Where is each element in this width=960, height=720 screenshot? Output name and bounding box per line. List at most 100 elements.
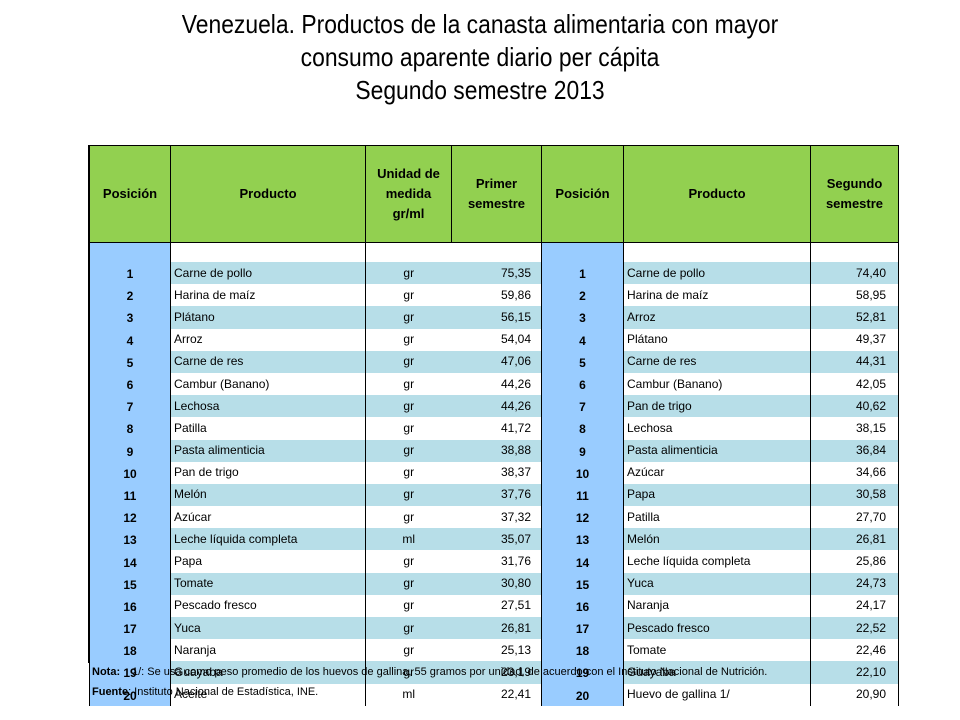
product-cell: Cambur (Banano) bbox=[623, 372, 811, 396]
position-cell: 2 bbox=[541, 284, 624, 307]
product-cell: Lechosa bbox=[623, 417, 811, 440]
first-semester-value: 41,72 bbox=[451, 417, 542, 440]
table-row: 4 Arroz gr 54,04 4 Plátano 49,37 bbox=[89, 328, 899, 351]
position-cell: 16 bbox=[541, 594, 624, 617]
title-line-2: consumo aparente diario per cápita bbox=[300, 42, 660, 72]
footnote: Nota: 1/: Se usa como peso promedio de lo… bbox=[92, 666, 767, 678]
first-semester-value: 38,37 bbox=[451, 461, 542, 484]
table-header-row: Posición Producto Unidad de medida gr/ml… bbox=[89, 146, 899, 243]
position-cell: 14 bbox=[541, 550, 624, 573]
unit-cell: gr bbox=[365, 395, 452, 418]
second-semester-value: 36,84 bbox=[810, 439, 899, 462]
spacer-cell bbox=[623, 242, 811, 262]
product-cell: Pescado fresco bbox=[623, 617, 811, 640]
position-cell: 4 bbox=[541, 328, 624, 351]
second-semester-value: 20,90 bbox=[810, 683, 899, 706]
second-semester-value: 58,95 bbox=[810, 284, 899, 307]
position-cell: 11 bbox=[89, 483, 171, 507]
product-cell: Aceite bbox=[170, 683, 366, 706]
position-cell: 18 bbox=[89, 639, 171, 662]
first-semester-value: 31,76 bbox=[451, 550, 542, 573]
table-row: 16 Pescado fresco gr 27,51 16 Naranja 24,17 bbox=[89, 594, 899, 617]
position-cell: 3 bbox=[541, 306, 624, 329]
second-semester-value: 49,37 bbox=[810, 328, 899, 351]
table-row: 17 Yuca gr 26,81 17 Pescado fresco 22,52 bbox=[89, 617, 899, 640]
position-cell: 5 bbox=[89, 350, 171, 373]
unit-cell: gr bbox=[365, 506, 452, 529]
spacer-cell bbox=[810, 242, 899, 262]
first-semester-value: 25,13 bbox=[451, 639, 542, 662]
second-semester-value: 27,70 bbox=[810, 506, 899, 529]
position-cell: 9 bbox=[541, 439, 624, 462]
position-cell: 18 bbox=[541, 639, 624, 662]
position-cell: 8 bbox=[89, 417, 171, 440]
product-cell: Carne de pollo bbox=[170, 262, 366, 285]
table-row: 5 Carne de res gr 47,06 5 Carne de res 44,31 bbox=[89, 350, 899, 373]
table-row: 14 Papa gr 31,76 14 Leche líquida completa 25,… bbox=[89, 550, 899, 573]
table-row: 10 Pan de trigo gr 38,37 10 Azúcar 34,66 bbox=[89, 461, 899, 484]
product-cell: Carne de pollo bbox=[623, 262, 811, 285]
unit-cell: gr bbox=[365, 262, 452, 285]
product-cell: Azúcar bbox=[623, 461, 811, 484]
product-cell: Huevo de gallina 1/ bbox=[623, 683, 811, 706]
table-body: 1 Carne de pollo gr 75,35 1 Carne de pollo 74,… bbox=[89, 242, 899, 706]
second-semester-value: 26,81 bbox=[810, 528, 899, 551]
source-text: : Instituto Nacional de Estadística, INE… bbox=[128, 686, 319, 698]
product-cell: Pasta alimenticia bbox=[623, 439, 811, 462]
unit-cell: gr bbox=[365, 639, 452, 662]
product-cell: Melón bbox=[623, 528, 811, 551]
product-cell: Pasta alimenticia bbox=[170, 439, 366, 462]
position-cell: 7 bbox=[541, 395, 624, 418]
first-semester-value: 75,35 bbox=[451, 262, 542, 285]
position-cell: 6 bbox=[541, 372, 624, 396]
second-semester-value: 22,46 bbox=[810, 639, 899, 662]
second-semester-value: 22,52 bbox=[810, 617, 899, 640]
spacer-cell bbox=[89, 242, 171, 262]
first-semester-value: 37,76 bbox=[451, 483, 542, 507]
position-cell: 8 bbox=[541, 417, 624, 440]
table-row: 13 Leche líquida completa ml 35,07 13 Melón 26… bbox=[89, 528, 899, 551]
position-cell: 1 bbox=[541, 262, 624, 285]
spacer-cell bbox=[541, 242, 624, 262]
position-cell: 19 bbox=[541, 661, 624, 684]
first-semester-value: 47,06 bbox=[451, 350, 542, 373]
position-cell: 2 bbox=[89, 284, 171, 307]
position-cell: 1 bbox=[89, 262, 171, 285]
unit-cell: gr bbox=[365, 417, 452, 440]
product-cell: Naranja bbox=[623, 594, 811, 617]
product-cell: Papa bbox=[623, 483, 811, 507]
second-semester-value: 30,58 bbox=[810, 483, 899, 507]
first-semester-value: 44,26 bbox=[451, 395, 542, 418]
second-semester-value: 44,31 bbox=[810, 350, 899, 373]
position-cell: 4 bbox=[89, 328, 171, 351]
unit-cell: gr bbox=[365, 572, 452, 595]
product-cell: Melón bbox=[170, 483, 366, 507]
product-cell: Plátano bbox=[623, 328, 811, 351]
product-cell: Patilla bbox=[623, 506, 811, 529]
table-row: 15 Tomate gr 30,80 15 Yuca 24,73 bbox=[89, 572, 899, 595]
product-cell: Yuca bbox=[623, 572, 811, 595]
first-semester-value: 37,32 bbox=[451, 506, 542, 529]
product-cell: Cambur (Banano) bbox=[170, 372, 366, 396]
table-row: 7 Lechosa gr 44,26 7 Pan de trigo 40,62 bbox=[89, 395, 899, 418]
spacer-cell bbox=[365, 242, 452, 262]
table-row: 8 Patilla gr 41,72 8 Lechosa 38,15 bbox=[89, 417, 899, 440]
header-posicion-2: Posición bbox=[541, 146, 624, 243]
second-semester-value: 40,62 bbox=[810, 395, 899, 418]
second-semester-value: 52,81 bbox=[810, 306, 899, 329]
product-cell: Tomate bbox=[170, 572, 366, 595]
position-cell: 10 bbox=[541, 461, 624, 484]
position-cell: 11 bbox=[541, 483, 624, 507]
title-line-3: Segundo semestre 2013 bbox=[355, 75, 605, 105]
position-cell: 16 bbox=[89, 594, 171, 617]
table-row: 9 Pasta alimenticia gr 38,88 9 Pasta alimenti… bbox=[89, 439, 899, 462]
source-line: Fuente: Instituto Nacional de Estadístic… bbox=[92, 686, 318, 698]
product-cell: Plátano bbox=[170, 306, 366, 329]
unit-cell: ml bbox=[365, 683, 452, 706]
product-cell: Azúcar bbox=[170, 506, 366, 529]
first-semester-value: 35,07 bbox=[451, 528, 542, 551]
table-row: 6 Cambur (Banano) gr 44,26 6 Cambur (Banano) 4… bbox=[89, 372, 899, 396]
first-semester-value: 23,19 bbox=[451, 661, 542, 684]
product-cell: Lechosa bbox=[170, 395, 366, 418]
header-unidad: Unidad de medida gr/ml bbox=[365, 146, 452, 243]
